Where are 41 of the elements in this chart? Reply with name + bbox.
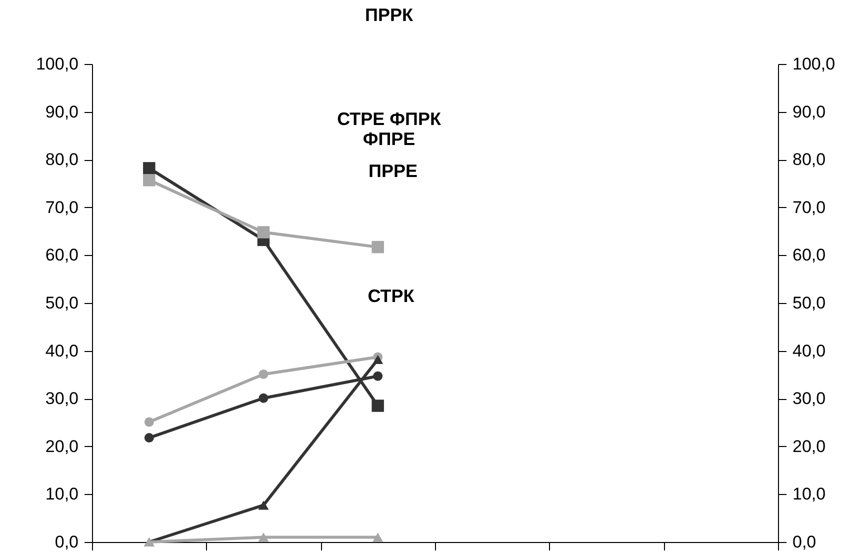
annotation: СТРЕ ФПРК [337,109,442,129]
y2-tick-label: 90,0 [792,102,826,122]
chart-title: ПРРК [365,5,414,25]
annotation: СТРК [368,286,416,306]
point [257,226,270,238]
y-tick-label: 0,0 [54,532,78,552]
point [372,354,384,364]
point [372,532,384,542]
point [372,240,384,254]
y2-tick-label: 80,0 [792,150,826,170]
point [143,162,156,174]
y-tick-label: 80,0 [45,150,78,170]
point [373,371,383,381]
y-tick-label: 20,0 [45,436,78,456]
y2-tick-label: 20,0 [792,436,826,456]
point [258,500,269,510]
y-tick-label: 50,0 [45,294,78,312]
y2-tick-label: 50,0 [792,294,826,312]
y-tick-label: 100,0 [36,54,78,74]
y-tick-label: 90,0 [45,102,78,122]
point [143,174,156,186]
y2-tick-label: 60,0 [792,246,826,265]
y-tick-label: 60,0 [45,246,78,265]
y2-tick-label: 10,0 [792,484,826,504]
point [258,532,269,542]
y2-tick-label: 100,0 [792,54,836,74]
annotation: ПРРЕ [368,161,418,181]
y2-tick-label: 40,0 [792,341,826,360]
point [372,400,384,412]
y-tick-label: 30,0 [45,389,78,408]
point [258,393,268,403]
annotation: ФПРЕ [362,129,416,149]
point [144,433,154,443]
y2-tick-label: 30,0 [792,389,826,408]
point [258,369,268,379]
y2-tick-label: 70,0 [792,198,826,217]
y-tick-label: 70,0 [45,198,78,217]
y-tick-label: 10,0 [45,484,78,504]
point [144,417,154,427]
y2-tick-label: 0,0 [792,532,816,552]
y-tick-label: 40,0 [45,341,78,360]
